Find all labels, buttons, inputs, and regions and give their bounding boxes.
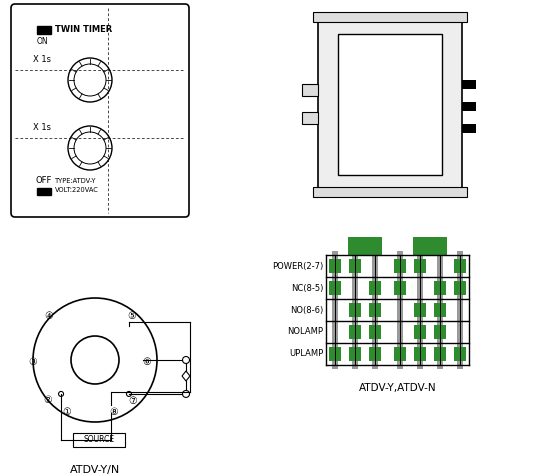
Bar bbox=[369, 281, 381, 295]
Bar bbox=[352, 251, 358, 369]
Bar bbox=[329, 281, 341, 295]
Bar bbox=[313, 12, 467, 22]
Text: ④: ④ bbox=[45, 311, 53, 321]
Text: X 1s: X 1s bbox=[33, 56, 51, 65]
Text: SOURCE: SOURCE bbox=[83, 436, 115, 445]
Text: ATDV-Y/N: ATDV-Y/N bbox=[70, 465, 120, 475]
Bar bbox=[434, 347, 446, 361]
Bar bbox=[349, 347, 361, 361]
Bar bbox=[332, 251, 338, 369]
Text: TYPE:ATDV-Y: TYPE:ATDV-Y bbox=[55, 178, 96, 184]
Text: NC(8-5): NC(8-5) bbox=[291, 284, 323, 292]
Bar bbox=[457, 251, 463, 369]
Bar bbox=[329, 259, 341, 273]
Text: X 1s: X 1s bbox=[33, 123, 51, 132]
Bar bbox=[338, 34, 442, 175]
Bar bbox=[302, 112, 318, 124]
Bar bbox=[369, 347, 381, 361]
Bar bbox=[394, 259, 406, 273]
Bar bbox=[302, 84, 318, 96]
Text: NOLAMP: NOLAMP bbox=[287, 327, 323, 337]
Text: ATDV-Y,ATDV-N: ATDV-Y,ATDV-N bbox=[359, 383, 436, 393]
Bar bbox=[37, 188, 51, 195]
Bar bbox=[369, 325, 381, 339]
Bar bbox=[462, 102, 476, 111]
Bar bbox=[454, 259, 466, 273]
Text: OFF: OFF bbox=[35, 176, 51, 185]
Text: POWER(2-7): POWER(2-7) bbox=[272, 261, 323, 270]
Bar bbox=[454, 347, 466, 361]
Bar bbox=[414, 303, 426, 317]
Text: ⑦: ⑦ bbox=[129, 396, 137, 406]
Bar bbox=[349, 259, 361, 273]
Bar bbox=[413, 237, 447, 255]
Text: ①: ① bbox=[62, 407, 71, 417]
Bar bbox=[318, 20, 462, 189]
Bar bbox=[434, 281, 446, 295]
Bar bbox=[349, 303, 361, 317]
Text: ON: ON bbox=[37, 37, 48, 46]
Bar bbox=[462, 124, 476, 133]
Bar bbox=[394, 347, 406, 361]
Text: NO(8-6): NO(8-6) bbox=[290, 306, 323, 315]
Bar bbox=[394, 281, 406, 295]
Bar bbox=[437, 251, 443, 369]
Bar bbox=[313, 187, 467, 197]
Text: ⑧: ⑧ bbox=[109, 407, 118, 417]
Bar bbox=[329, 347, 341, 361]
Bar bbox=[462, 80, 476, 89]
Text: ⑥: ⑥ bbox=[143, 357, 151, 367]
Bar bbox=[369, 303, 381, 317]
Text: ⑤: ⑤ bbox=[128, 311, 136, 321]
Text: TWIN TIMER: TWIN TIMER bbox=[55, 26, 112, 34]
Bar bbox=[73, 433, 125, 447]
Bar bbox=[454, 281, 466, 295]
Text: UPLAMP: UPLAMP bbox=[289, 349, 323, 358]
Bar bbox=[372, 251, 378, 369]
Bar bbox=[349, 325, 361, 339]
Bar bbox=[414, 347, 426, 361]
Text: ③: ③ bbox=[29, 357, 37, 367]
Bar bbox=[397, 251, 403, 369]
Bar bbox=[434, 303, 446, 317]
Bar bbox=[417, 251, 423, 369]
Text: ②: ② bbox=[44, 395, 52, 405]
FancyBboxPatch shape bbox=[11, 4, 189, 217]
Bar bbox=[434, 325, 446, 339]
Bar bbox=[348, 237, 382, 255]
Bar bbox=[37, 26, 51, 34]
Text: VOLT:220VAC: VOLT:220VAC bbox=[55, 187, 99, 193]
Bar bbox=[414, 259, 426, 273]
Bar bbox=[414, 325, 426, 339]
